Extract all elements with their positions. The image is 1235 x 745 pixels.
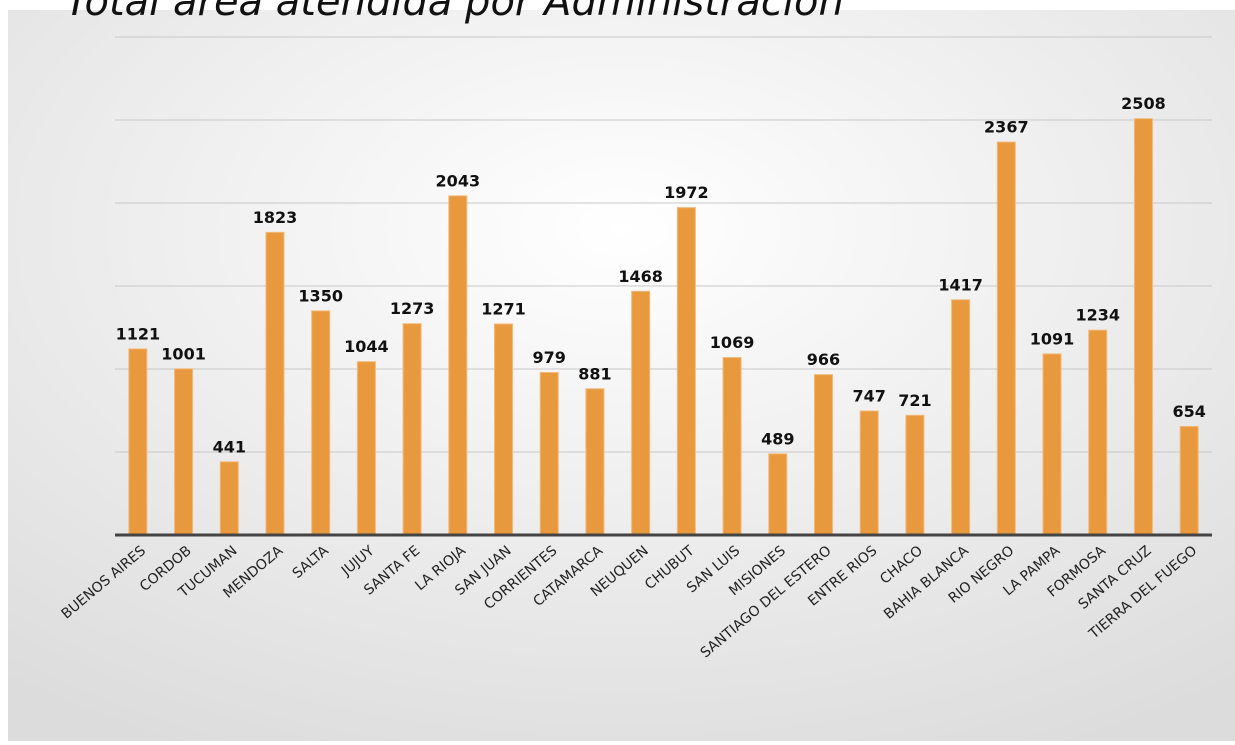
bar <box>219 461 239 536</box>
bar <box>585 388 605 536</box>
bar <box>1088 329 1108 536</box>
data-label: 654 <box>1172 402 1205 421</box>
bar <box>951 299 971 536</box>
data-label: 1273 <box>390 299 435 318</box>
data-label: 881 <box>578 364 611 383</box>
data-label: 979 <box>533 348 566 367</box>
bar <box>768 453 788 536</box>
data-label: 1972 <box>664 183 709 202</box>
data-label: 1121 <box>116 324 161 343</box>
bar <box>722 357 742 536</box>
bar <box>356 361 376 536</box>
data-label: 1468 <box>618 267 663 286</box>
data-label: 2367 <box>984 118 1029 137</box>
bar <box>676 207 696 536</box>
bar <box>859 410 879 536</box>
data-label: 1234 <box>1075 306 1120 325</box>
data-label: 2508 <box>1121 94 1166 113</box>
bar <box>128 348 148 536</box>
data-label: 721 <box>898 391 931 410</box>
bar <box>905 414 925 536</box>
data-label: 1350 <box>298 286 343 305</box>
bar <box>813 374 833 536</box>
bar <box>494 323 514 536</box>
bar <box>1042 353 1062 536</box>
data-label: 489 <box>761 429 794 448</box>
data-label: 747 <box>852 386 885 405</box>
data-label: 2043 <box>436 171 481 190</box>
bar <box>311 310 331 536</box>
bar <box>265 231 285 536</box>
chart-background <box>8 10 1235 741</box>
bar <box>174 368 194 536</box>
bar <box>1133 118 1153 536</box>
data-label: 1044 <box>344 337 389 356</box>
data-label: 1823 <box>253 208 298 227</box>
data-label: 441 <box>213 437 246 456</box>
bar <box>996 141 1016 536</box>
data-label: 1271 <box>481 300 526 319</box>
bar <box>1179 425 1199 536</box>
bar <box>448 195 468 536</box>
bar <box>631 290 651 536</box>
bar <box>539 371 559 536</box>
data-label: 966 <box>807 350 840 369</box>
bar <box>402 323 422 536</box>
data-label: 1091 <box>1030 329 1075 348</box>
data-label: 1417 <box>938 275 983 294</box>
data-label: 1001 <box>161 344 206 363</box>
chart-title: Total área atendida por Administración <box>65 0 844 25</box>
data-label: 1069 <box>710 333 755 352</box>
